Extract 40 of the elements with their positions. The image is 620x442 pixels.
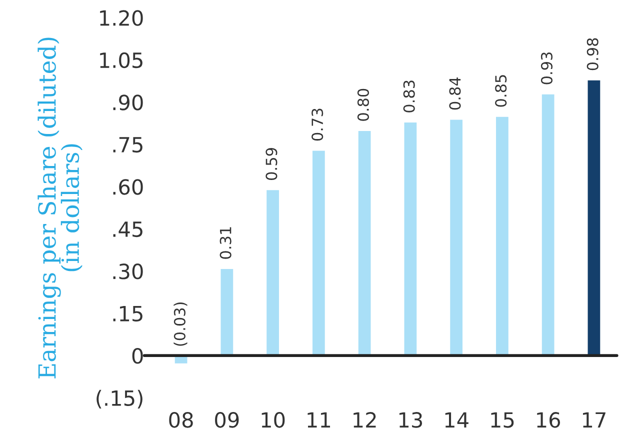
y-tick-label: 1.20 [100,10,143,26]
data-label: 0.59 [266,148,278,180]
data-label: 0.85 [495,75,507,107]
bar [356,130,372,356]
data-label: 0.80 [357,88,369,121]
y-tick-label: 0 [132,348,143,364]
x-tick-label: 15 [491,412,514,428]
y-tick-label: .15 [113,306,142,322]
data-label: 0.84 [449,77,461,110]
data-label: 0.93 [540,52,553,84]
bar [540,93,556,356]
y-tick-label: .60 [113,179,143,195]
x-tick-label: 12 [354,412,376,428]
x-tick-label: 16 [537,412,560,428]
bar [402,121,418,356]
data-label: 0.31 [220,227,232,259]
x-tick-label: 09 [215,412,239,428]
y-tick-label: .45 [113,222,142,238]
bar [494,116,510,356]
y-axis-title: Earnings per Share (diluted) (in dollars) [38,38,82,378]
y-tick-label: (.15) [96,390,142,408]
y-tick-label: .75 [113,137,142,153]
x-tick-label: 10 [262,412,285,428]
x-tick-label: 13 [399,412,422,428]
bar [311,149,326,356]
x-tick-label: 14 [445,412,468,428]
data-label: 0.98 [586,38,598,70]
bar [448,118,464,356]
x-tick-label: 08 [169,412,193,428]
data-label: 0.73 [312,108,324,141]
x-tick-label: 11 [308,412,330,428]
x-tick-label: 17 [582,412,606,428]
y-tick-label: 1.05 [100,52,142,68]
bar [219,268,234,356]
data-label: (0.03) [174,302,188,346]
y-tick-label: .90 [113,94,143,110]
bar [586,78,602,356]
bar [265,188,280,356]
y-tick-label: .30 [113,264,143,280]
data-label: 0.83 [403,80,415,112]
